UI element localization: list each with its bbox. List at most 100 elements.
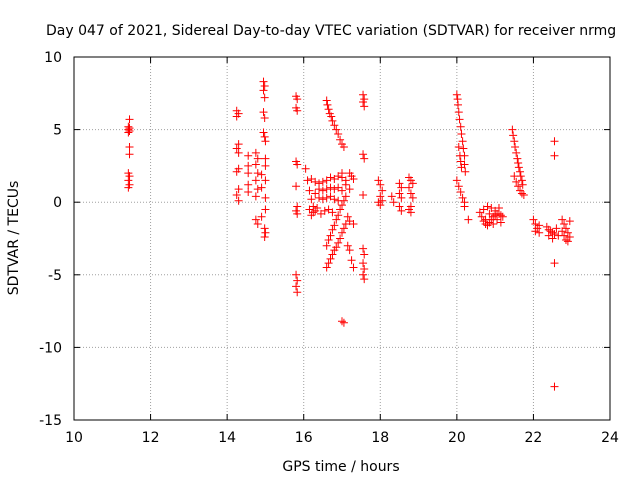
data-point: [496, 211, 505, 220]
data-point: [334, 238, 343, 247]
data-point: [232, 144, 241, 153]
data-point: [455, 115, 464, 124]
data-point: [514, 182, 523, 191]
data-point: [345, 246, 354, 255]
data-point: [261, 137, 270, 146]
data-point: [345, 185, 354, 194]
x-tick-label: 10: [65, 430, 83, 446]
data-point: [125, 172, 134, 181]
data-point: [234, 185, 243, 194]
data-point: [334, 129, 343, 138]
data-point: [311, 177, 320, 186]
data-point: [332, 125, 341, 134]
data-point: [510, 172, 519, 181]
data-point: [550, 259, 559, 268]
data-point: [257, 212, 266, 221]
data-point: [315, 193, 324, 202]
data-point: [374, 176, 383, 185]
data-point: [301, 164, 310, 173]
data-point: [322, 185, 331, 194]
data-point: [339, 143, 348, 152]
data-point: [454, 143, 463, 152]
data-point: [454, 108, 463, 117]
y-tick-label: -10: [39, 340, 62, 356]
data-point: [318, 195, 327, 204]
data-point: [458, 137, 467, 146]
data-point: [251, 176, 260, 185]
data-point: [232, 167, 241, 176]
data-point: [259, 108, 268, 117]
data-point: [529, 215, 538, 224]
data-point: [124, 176, 133, 185]
data-point: [338, 228, 346, 237]
data-point: [257, 183, 266, 192]
data-point: [322, 263, 331, 272]
data-point: [261, 228, 270, 237]
data-point: [514, 163, 523, 172]
data-point: [326, 173, 335, 182]
data-point: [330, 121, 339, 130]
data-point: [260, 233, 269, 242]
data-point: [508, 125, 517, 134]
data-point: [261, 154, 270, 163]
data-point: [457, 129, 466, 138]
data-point: [485, 209, 494, 218]
data-point: [360, 275, 369, 284]
data-point: [408, 193, 417, 202]
data-point: [565, 217, 574, 226]
data-point: [512, 177, 521, 186]
data-point: [234, 140, 243, 149]
data-point: [496, 218, 505, 227]
data-point: [550, 137, 559, 146]
data-point: [244, 169, 253, 178]
data-point: [326, 231, 335, 240]
data-point: [550, 151, 559, 160]
data-point: [494, 204, 503, 213]
data-point: [535, 221, 544, 230]
data-point: [307, 195, 316, 204]
y-tick-label: -5: [48, 268, 62, 284]
data-point: [332, 243, 341, 252]
data-point: [339, 224, 348, 233]
data-point: [234, 196, 243, 205]
data-point: [305, 186, 314, 195]
data-point: [558, 227, 567, 236]
data-point: [347, 256, 356, 265]
data-point: [326, 254, 335, 263]
data-point: [452, 176, 461, 185]
data-point: [461, 167, 470, 176]
data-point: [293, 276, 302, 285]
data-point: [481, 215, 490, 224]
data-point: [360, 102, 369, 111]
data-point: [563, 237, 572, 246]
data-point: [397, 183, 406, 192]
data-point: [464, 215, 473, 224]
data-point: [328, 250, 337, 259]
data-point: [251, 192, 260, 201]
data-point: [125, 143, 134, 152]
data-point: [406, 189, 415, 198]
data-point: [309, 208, 318, 217]
data-point: [253, 185, 262, 194]
data-point: [330, 221, 339, 230]
data-point: [293, 209, 302, 218]
data-point: [251, 160, 260, 169]
data-point: [293, 202, 302, 211]
data-point: [253, 219, 262, 228]
data-point: [328, 116, 337, 125]
data-point: [124, 183, 133, 192]
data-point: [405, 183, 413, 192]
data-point: [387, 192, 396, 201]
data-point: [341, 192, 350, 201]
data-point: [343, 241, 352, 250]
data-point: [324, 105, 333, 114]
data-point: [261, 176, 270, 185]
data-point: [514, 158, 523, 167]
data-point: [330, 185, 339, 194]
y-tick-label: 0: [53, 195, 62, 211]
data-point: [327, 112, 336, 121]
data-point: [232, 112, 241, 121]
data-point: [395, 189, 404, 198]
data-point: [359, 244, 368, 253]
